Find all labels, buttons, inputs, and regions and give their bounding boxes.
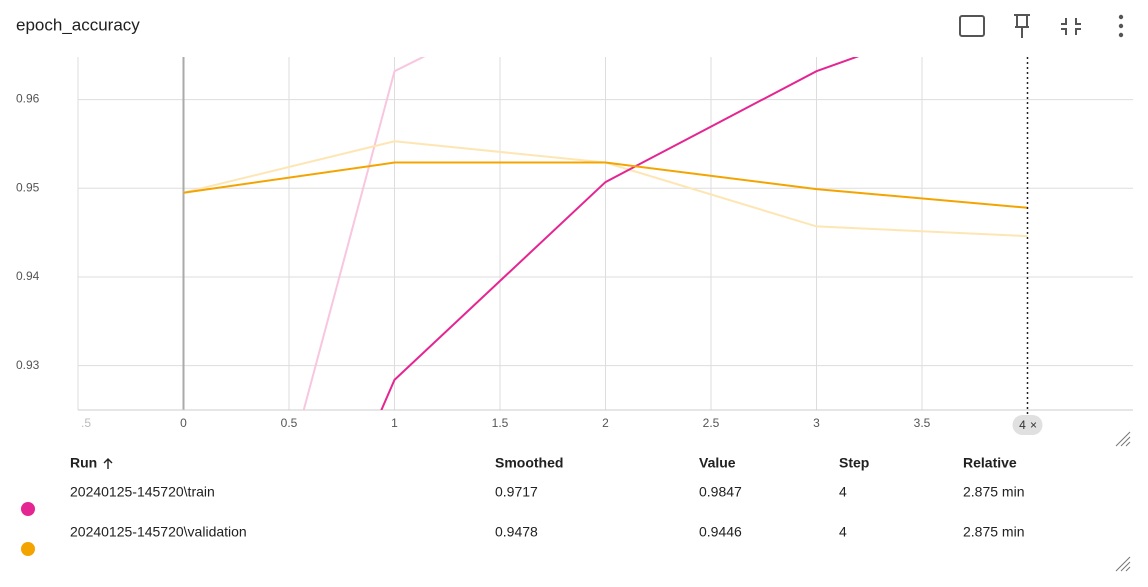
y-tick-label: 0.95 (16, 180, 40, 194)
column-header[interactable]: Step (839, 455, 869, 471)
y-tick-label: 0.96 (16, 92, 40, 106)
column-header[interactable]: Run (70, 455, 97, 471)
smoothed-line (183, 161, 1028, 209)
x-tick-label: 0 (180, 416, 187, 430)
y-tick-label: 0.93 (16, 358, 40, 372)
x-tick-label: 1 (391, 416, 398, 430)
x-tick-label: 0.5 (281, 416, 298, 430)
table-cell: 0.9847 (699, 484, 742, 500)
table-cell: 4 (839, 484, 847, 500)
column-header[interactable]: Smoothed (495, 455, 563, 471)
x-tick-label: 3.5 (914, 416, 931, 430)
table-cell: 0.9446 (699, 524, 742, 540)
resize-handles (1115, 431, 1131, 572)
x-tick-label: 2 (602, 416, 609, 430)
table-cell: 0.9717 (495, 484, 538, 500)
cursor-close: × (1030, 418, 1037, 432)
table-cell: 0.9478 (495, 524, 538, 540)
collapse-icon[interactable] (1061, 18, 1081, 35)
run-color-dot (21, 542, 35, 556)
x-tick-label: 1.5 (492, 416, 509, 430)
table-cell: 20240125-145720\train (70, 484, 215, 500)
cursor-chip (1012, 415, 1043, 435)
table-cell: 4 (839, 524, 847, 540)
menu-icon[interactable] (1118, 14, 1124, 38)
x-tick-label: 2.5 (703, 416, 720, 430)
column-header[interactable]: Relative (963, 455, 1017, 471)
fit-icon[interactable] (959, 15, 985, 37)
y-tick-label: 0.94 (16, 269, 40, 283)
run-table: Run Smoothed Value Step Relative 20240125-145… (21, 455, 1024, 556)
table-cell: 2.875 min (963, 524, 1024, 540)
table-cell: 2.875 min (963, 484, 1024, 500)
lines (183, 57, 1028, 410)
cursor-label: 4 (1019, 418, 1026, 432)
chart-title: epoch_accuracy (16, 15, 140, 34)
table-cell: 20240125-145720\validation (70, 524, 247, 540)
sort-arrow (103, 458, 113, 469)
raw-line (302, 57, 426, 410)
smoothed-line (380, 57, 860, 410)
plot: 0.93 0.94 0.95 0.96 .5 0 0.5 1 1.5 2 2.5 3 3.5 4 × (16, 57, 1133, 435)
run-color-dot (21, 502, 35, 516)
column-header[interactable]: Value (699, 455, 736, 471)
toolbar (959, 14, 1124, 38)
x-tick-label: 3 (813, 416, 820, 430)
x-tick-label: .5 (81, 416, 91, 430)
pin-icon[interactable] (1014, 14, 1030, 38)
